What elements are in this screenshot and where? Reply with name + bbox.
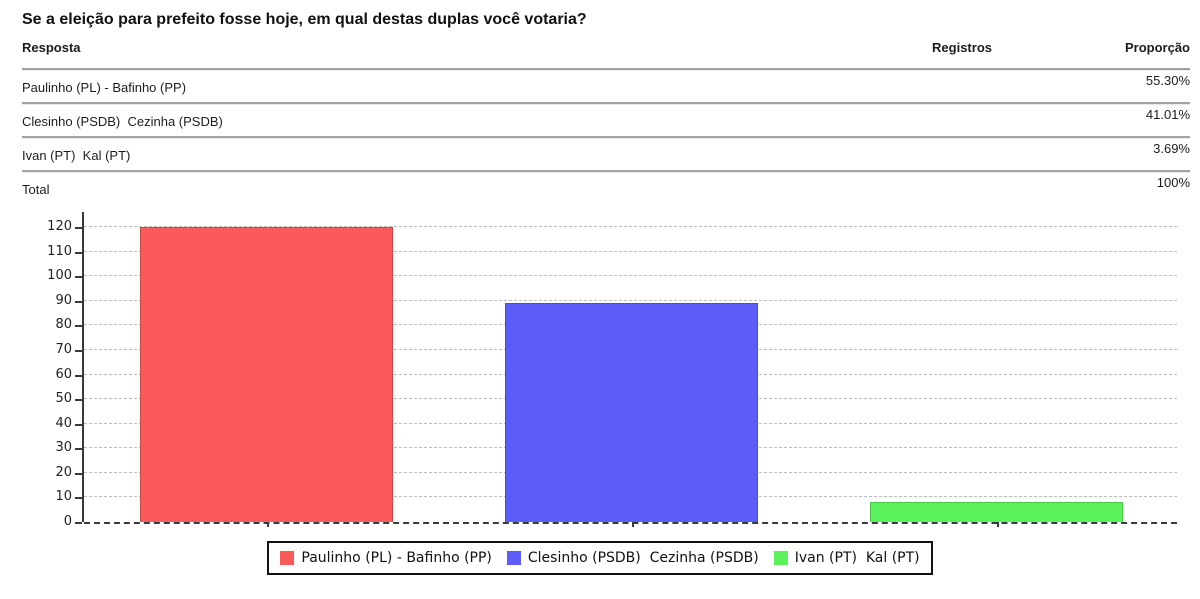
gridline xyxy=(84,275,1177,277)
registros-value xyxy=(882,172,992,175)
x-axis-tick xyxy=(266,522,269,527)
proporcao-value: 41.01% xyxy=(1145,107,1190,122)
report-table: Se a eleição para prefeito fosse hoje, e… xyxy=(0,0,1200,204)
legend-item: Clesinho (PSDB) Cezinha (PSDB) xyxy=(506,550,759,566)
y-axis-tick xyxy=(75,276,82,279)
table-row: Clesinho (PSDB) Cezinha (PSDB) 41.01% xyxy=(22,102,1190,136)
y-axis-tick xyxy=(75,349,82,352)
header-registros: Registros xyxy=(932,40,992,55)
plot-area xyxy=(82,212,1177,527)
y-axis-tick xyxy=(75,448,82,451)
registros-value xyxy=(882,104,992,107)
legend-swatch xyxy=(280,551,295,565)
answer-label: Ivan (PT) Kal (PT) xyxy=(22,148,131,163)
x-axis-tick xyxy=(996,522,999,527)
legend-label: Paulinho (PL) - Bafinho (PP) xyxy=(301,550,492,566)
y-axis-tick xyxy=(75,522,82,524)
y-axis-label: 110 xyxy=(47,243,72,259)
y-axis-label: 80 xyxy=(55,317,72,333)
y-axis-label: 0 xyxy=(63,514,72,529)
table-row: Ivan (PT) Kal (PT) 3.69% xyxy=(22,136,1190,170)
chart-bar xyxy=(505,303,758,522)
legend-swatch xyxy=(773,551,788,565)
y-axis-tick xyxy=(75,423,82,426)
y-axis-label: 90 xyxy=(55,292,72,308)
proporcao-value: 3.69% xyxy=(1153,141,1190,156)
legend-box: Paulinho (PL) - Bafinho (PP) Clesinho (PS… xyxy=(267,541,933,575)
answer-label: Paulinho (PL) - Bafinho (PP) xyxy=(22,80,187,95)
y-axis-label: 100 xyxy=(47,268,72,284)
header-resposta: Resposta xyxy=(22,40,81,55)
table-header-row: Resposta Registros Proporção xyxy=(22,40,1190,68)
total-label: Total xyxy=(22,182,50,197)
registros-value xyxy=(882,138,992,141)
legend-item: Ivan (PT) Kal (PT) xyxy=(773,550,920,566)
legend-swatch xyxy=(506,551,521,565)
registros-value xyxy=(882,70,992,73)
legend-item: Paulinho (PL) - Bafinho (PP) xyxy=(280,550,492,566)
gridline xyxy=(84,299,1177,301)
proporcao-value: 55.30% xyxy=(1145,73,1190,88)
x-axis-line xyxy=(84,522,1177,524)
header-proporcao: Proporção xyxy=(1124,40,1190,55)
y-axis-tick xyxy=(75,300,82,303)
gridline xyxy=(84,226,1177,227)
y-axis-tick xyxy=(75,227,82,229)
chart-bar xyxy=(870,502,1123,522)
y-axis-label: 10 xyxy=(55,489,72,505)
y-axis-tick xyxy=(75,497,82,500)
y-axis-tick xyxy=(75,374,82,377)
y-axis-tick xyxy=(75,472,82,475)
y-axis-tick xyxy=(75,251,82,254)
y-axis-tick xyxy=(75,399,82,402)
chart-legend: Paulinho (PL) - Bafinho (PP) Clesinho (PS… xyxy=(0,541,1200,575)
y-axis-label: 20 xyxy=(55,464,72,480)
chart-bar xyxy=(140,227,393,522)
table-row-total: Total 100% xyxy=(22,170,1190,204)
proporcao-value: 100% xyxy=(1156,175,1190,190)
y-axis-label: 70 xyxy=(55,341,72,357)
table-row: Paulinho (PL) - Bafinho (PP) 55.30% xyxy=(22,68,1190,102)
bar-chart: Paulinho (PL) - Bafinho (PP) Clesinho (PS… xyxy=(0,205,1200,599)
x-axis-tick xyxy=(631,522,634,527)
y-axis-label: 30 xyxy=(55,440,72,456)
y-axis-tick xyxy=(75,325,82,328)
y-axis-label: 40 xyxy=(55,415,72,431)
y-axis-label: 50 xyxy=(55,391,72,407)
legend-label: Ivan (PT) Kal (PT) xyxy=(794,550,920,566)
y-axis-label: 120 xyxy=(47,219,72,234)
answer-label: Clesinho (PSDB) Cezinha (PSDB) xyxy=(22,114,223,129)
question-title: Se a eleição para prefeito fosse hoje, e… xyxy=(22,11,587,28)
y-axis-label: 60 xyxy=(55,366,72,382)
legend-label: Clesinho (PSDB) Cezinha (PSDB) xyxy=(527,550,759,566)
gridline xyxy=(84,250,1177,252)
